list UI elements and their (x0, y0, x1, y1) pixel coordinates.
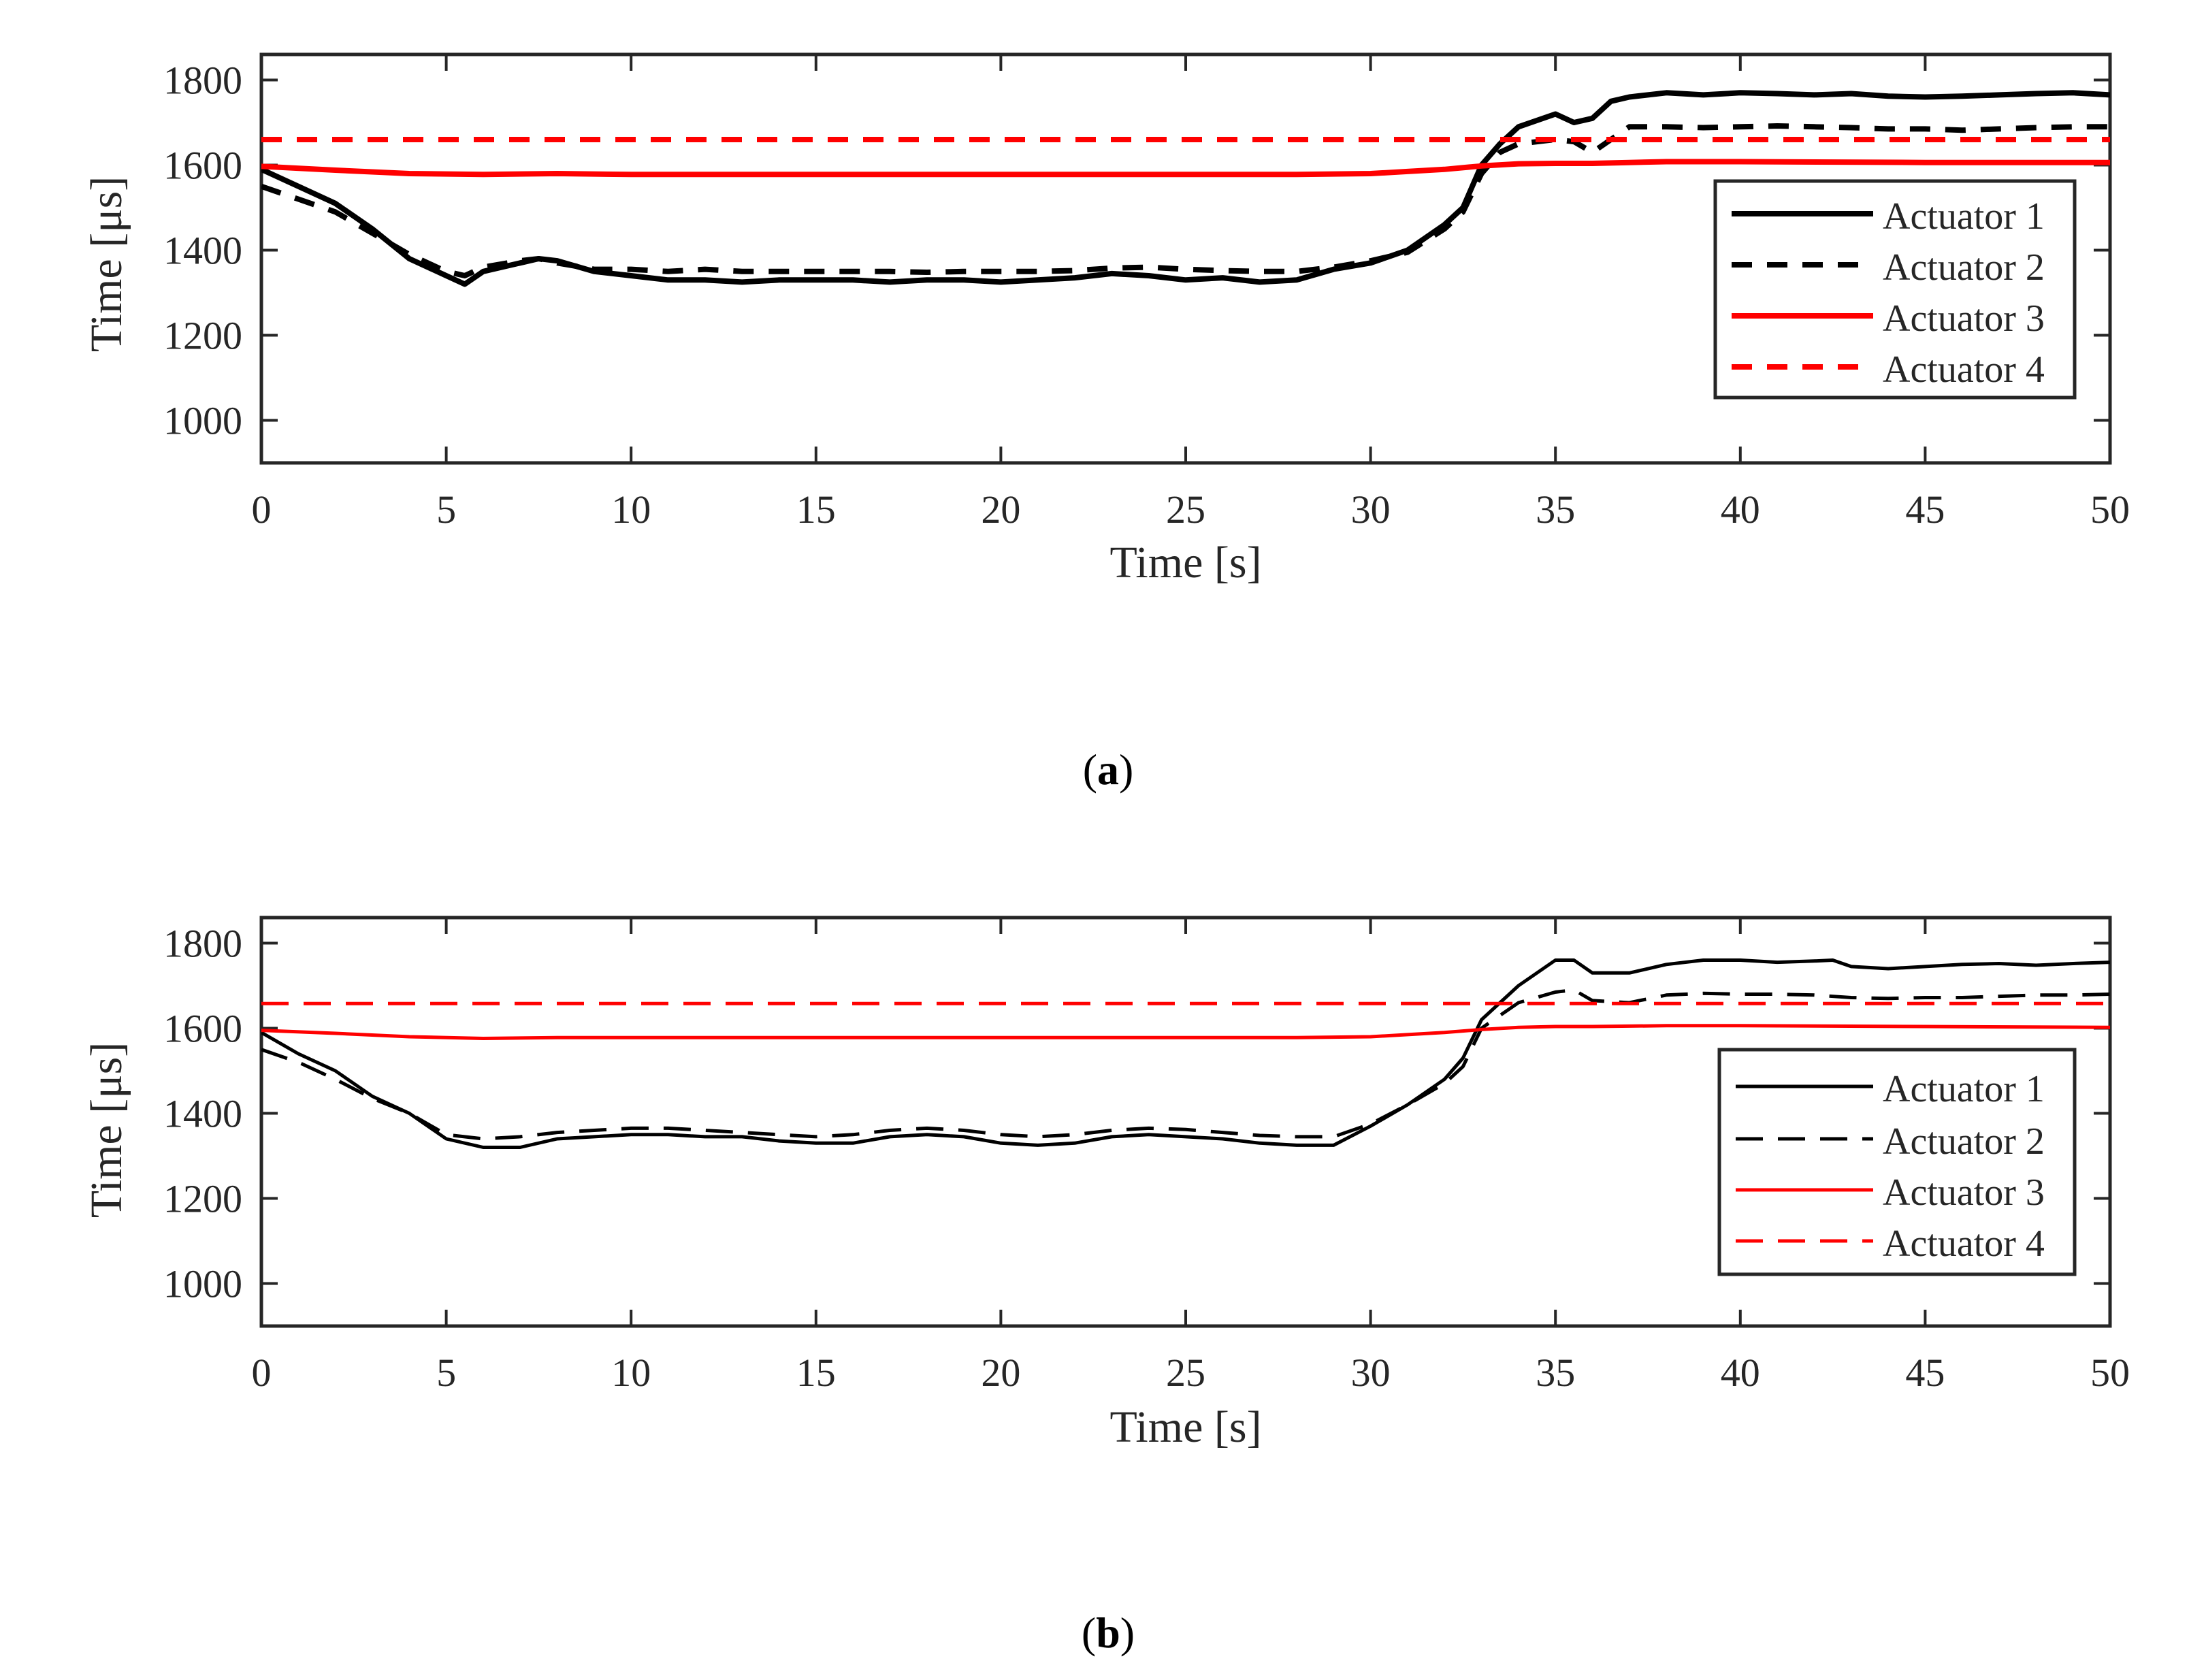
y-axis-label-a: Time [μs] (82, 176, 131, 353)
legend-label-actuator-4-a: Actuator 4 (1883, 349, 2045, 391)
chart-panel-a: 0 5 10 15 20 25 30 35 40 45 50 1000 1200 1400 1600 1800… (82, 52, 2130, 794)
x-tick-label-b: 35 (1536, 1351, 1575, 1395)
x-tick-label-a: 35 (1536, 487, 1575, 532)
y-tick-label-b: 1000 (163, 1262, 242, 1306)
legend-box-a (1713, 179, 2077, 400)
x-tick-label-b: 15 (796, 1351, 836, 1395)
series-line-actuator-1-a (261, 90, 2110, 287)
x-tick-label-a: 45 (1905, 487, 1945, 532)
x-tick-label-a: 30 (1351, 487, 1391, 532)
plot-area-b: 0 5 10 15 20 25 30 35 40 45 50 1000 1200 1400 1600 1800 (163, 916, 2130, 1395)
x-tick-label-a: 20 (981, 487, 1020, 532)
x-tick-label-a: 10 (611, 487, 651, 532)
plot-area-a: 0 5 10 15 20 25 30 35 40 45 50 1000 1200 1400 1600 1800 (163, 52, 2130, 532)
legend-a: Actuator 1 Actuator 2 Actuator 3 Actuato… (1713, 179, 2077, 400)
y-tick-label-a: 1400 (163, 229, 242, 273)
series-line-actuator-3-b (261, 1024, 2110, 1040)
legend-label-actuator-3-b: Actuator 3 (1883, 1172, 2045, 1214)
legend-label-actuator-3-a: Actuator 3 (1883, 297, 2045, 340)
x-tick-label-b: 30 (1351, 1351, 1391, 1395)
series-line-actuator-1-b (261, 958, 2110, 1149)
y-axis-label-b: Time [μs] (82, 1042, 131, 1218)
x-axis-label-b: Time [s] (1109, 1402, 1261, 1452)
panel-label-a: (a) (1083, 745, 1134, 794)
x-tick-label-b: 5 (436, 1351, 456, 1395)
x-tick-label-a: 25 (1166, 487, 1205, 532)
x-axis-label-a: Time [s] (1109, 538, 1261, 587)
x-tick-label-a: 40 (1721, 487, 1760, 532)
panel-label-b: (b) (1082, 1609, 1135, 1657)
x-tick-label-b: 25 (1166, 1351, 1205, 1395)
legend-b: Actuator 1 Actuator 2 Actuator 3 Actuato… (1717, 1048, 2077, 1276)
x-tick-label-a: 50 (2090, 487, 2130, 532)
chart-panel-b: 0 5 10 15 20 25 30 35 40 45 50 1000 1200 1400 1600 1800… (82, 916, 2130, 1657)
legend-label-actuator-2-b: Actuator 2 (1883, 1120, 2045, 1163)
y-tick-label-b: 1400 (163, 1092, 242, 1136)
series-line-actuator-3-a (261, 159, 2110, 178)
y-tick-label-b: 1600 (163, 1007, 242, 1051)
y-tick-label-a: 1800 (163, 59, 242, 103)
x-tick-label-b: 10 (611, 1351, 651, 1395)
series-line-actuator-2-b (261, 988, 2110, 1141)
legend-label-actuator-2-a: Actuator 2 (1883, 246, 2045, 289)
y-tick-label-b: 1200 (163, 1177, 242, 1221)
legend-label-actuator-1-b: Actuator 1 (1883, 1068, 2045, 1110)
y-tick-label-a: 1200 (163, 314, 242, 358)
x-tick-label-a: 5 (436, 487, 456, 532)
y-tick-label-b: 1800 (163, 922, 242, 966)
y-tick-label-a: 1600 (163, 144, 242, 188)
x-tick-label-b: 50 (2090, 1351, 2130, 1395)
y-tick-label-a: 1000 (163, 399, 242, 443)
x-tick-label-b: 40 (1721, 1351, 1760, 1395)
x-tick-label-a: 15 (796, 487, 836, 532)
x-tick-label-b: 20 (981, 1351, 1020, 1395)
x-tick-label-a: 0 (252, 487, 272, 532)
legend-label-actuator-4-b: Actuator 4 (1883, 1223, 2045, 1265)
x-tick-label-b: 0 (252, 1351, 272, 1395)
legend-label-actuator-1-a: Actuator 1 (1883, 195, 2045, 238)
x-tick-label-b: 45 (1905, 1351, 1945, 1395)
